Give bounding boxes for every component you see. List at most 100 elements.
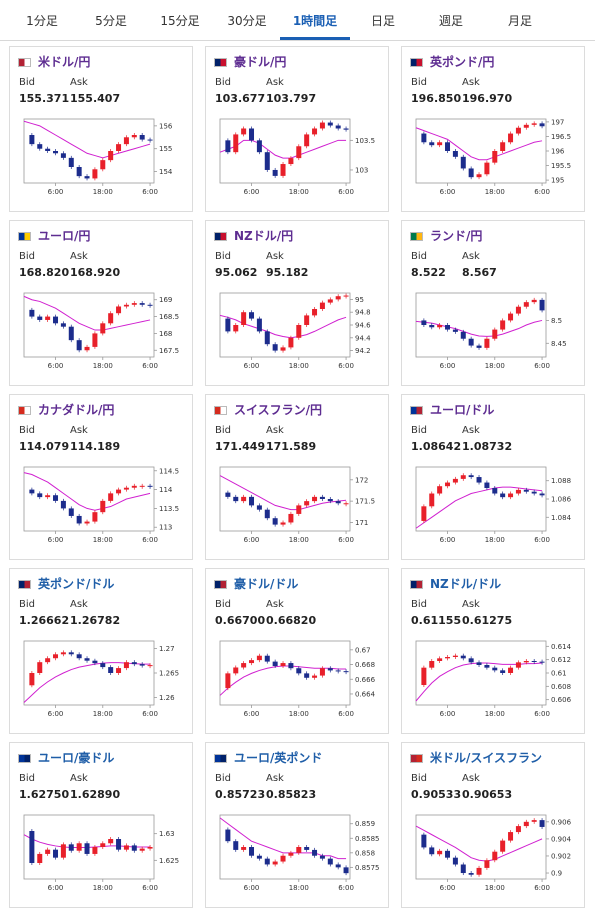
candle: [92, 847, 98, 854]
candle: [296, 325, 302, 338]
candle: [335, 501, 341, 504]
pair-name[interactable]: 英ポンド/ドル: [38, 577, 115, 591]
x-tick-label: 6:00: [338, 188, 354, 196]
y-tick-label: 195.5: [551, 162, 571, 170]
candle: [256, 855, 262, 859]
flag-icon: [410, 232, 423, 241]
candle: [84, 176, 90, 179]
candle: [304, 315, 310, 325]
x-tick-label: 6:00: [338, 710, 354, 718]
pair-name[interactable]: 米ドル/スイスフラン: [430, 751, 543, 765]
tab[interactable]: 5分足: [95, 14, 127, 28]
candle: [280, 164, 286, 176]
candle: [76, 515, 82, 524]
candle: [139, 135, 145, 140]
pair-name[interactable]: ユーロ/ドル: [430, 403, 495, 417]
tab[interactable]: 週足: [438, 14, 464, 28]
x-tick-label: 6:00: [142, 710, 158, 718]
tab[interactable]: 15分足: [160, 14, 200, 28]
candle: [147, 304, 153, 306]
plot-frame: [415, 466, 547, 532]
x-tick-label: 6:00: [48, 884, 64, 892]
candle: [429, 325, 435, 328]
candle: [68, 326, 74, 341]
candle: [233, 841, 239, 850]
candle: [539, 820, 545, 827]
candle: [116, 144, 122, 151]
tab[interactable]: 日足: [370, 14, 396, 28]
candle: [531, 123, 537, 125]
candle: [29, 489, 35, 494]
ask-value: 114.189: [70, 440, 121, 453]
y-tick-label: 0.612: [551, 656, 571, 664]
candle: [60, 323, 66, 327]
x-tick-label: 18:00: [485, 710, 505, 718]
ask-value: 155.407: [70, 92, 121, 105]
candle: [84, 658, 90, 661]
candle: [76, 340, 82, 351]
pair-name[interactable]: NZドル/円: [234, 229, 294, 243]
tab[interactable]: 30分足: [227, 14, 267, 28]
y-tick-label: 167.5: [159, 347, 179, 355]
x-tick-label: 6:00: [338, 362, 354, 370]
candle: [500, 142, 506, 151]
candle: [272, 169, 278, 176]
candle: [304, 134, 310, 147]
pair-name[interactable]: ランド/円: [430, 229, 483, 243]
candle: [523, 302, 529, 307]
candle: [272, 861, 278, 865]
candle: [445, 325, 451, 330]
mini-chart: 0.859 0.8585 0.858 0.8575 6:00 18:00 6:00: [219, 814, 380, 892]
candle: [343, 295, 349, 297]
pair-name[interactable]: カナダドル/円: [38, 403, 115, 417]
y-tick-label: 8.45: [551, 340, 567, 348]
moving-average: [23, 472, 151, 511]
tab[interactable]: 1分足: [26, 14, 58, 28]
tab[interactable]: 月足: [507, 14, 533, 28]
bid-value: 114.079: [19, 440, 70, 453]
candle: [280, 522, 286, 525]
candle: [147, 485, 153, 487]
pair-name[interactable]: 英ポンド/円: [430, 55, 495, 69]
candle: [296, 668, 302, 674]
pair-name[interactable]: 米ドル/円: [38, 55, 91, 69]
bid-label: Bid: [215, 77, 231, 88]
candle: [312, 496, 318, 502]
candle: [272, 661, 278, 667]
bid-label: Bid: [19, 425, 35, 436]
pair-name[interactable]: 豪ドル/円: [234, 55, 287, 69]
candle: [421, 834, 427, 848]
candle: [319, 302, 325, 309]
x-tick-label: 6:00: [534, 884, 550, 892]
y-tick-label: 1.625: [159, 857, 179, 865]
candle: [256, 140, 262, 153]
pair-name[interactable]: ユーロ/豪ドル: [38, 751, 115, 765]
candle: [476, 174, 482, 178]
tab[interactable]: 1時間足: [292, 14, 338, 28]
candle: [241, 496, 247, 502]
candle: [100, 843, 106, 847]
bid-value: 0.66700: [215, 614, 266, 627]
candle: [29, 831, 35, 863]
y-tick-label: 1.27: [159, 645, 175, 653]
ask-label: Ask: [462, 251, 480, 262]
flag-icon: [410, 754, 423, 763]
candle: [531, 491, 537, 494]
pair-name[interactable]: 豪ドル/ドル: [234, 577, 299, 591]
pair-name[interactable]: ユーロ/英ポンド: [234, 751, 323, 765]
candle: [523, 661, 529, 663]
timeframe-tabs: 1分足 5分足 15分足 30分足 1時間足 日足 週足 月足: [0, 0, 595, 41]
candle: [272, 344, 278, 351]
rate-card: 米ドル/スイスフラン Bid Ask 0.90533 0.90653 0.906 0.904…: [401, 742, 585, 908]
ask-value: 1.62890: [70, 788, 121, 801]
candle: [116, 839, 122, 850]
candle: [45, 316, 51, 320]
candle: [76, 167, 82, 177]
pair-name[interactable]: ユーロ/円: [38, 229, 91, 243]
pair-name[interactable]: NZドル/ドル: [430, 577, 502, 591]
candle: [45, 658, 51, 663]
pair-name[interactable]: スイスフラン/円: [234, 403, 323, 417]
y-tick-label: 156: [159, 122, 173, 130]
bid-label: Bid: [19, 251, 35, 262]
